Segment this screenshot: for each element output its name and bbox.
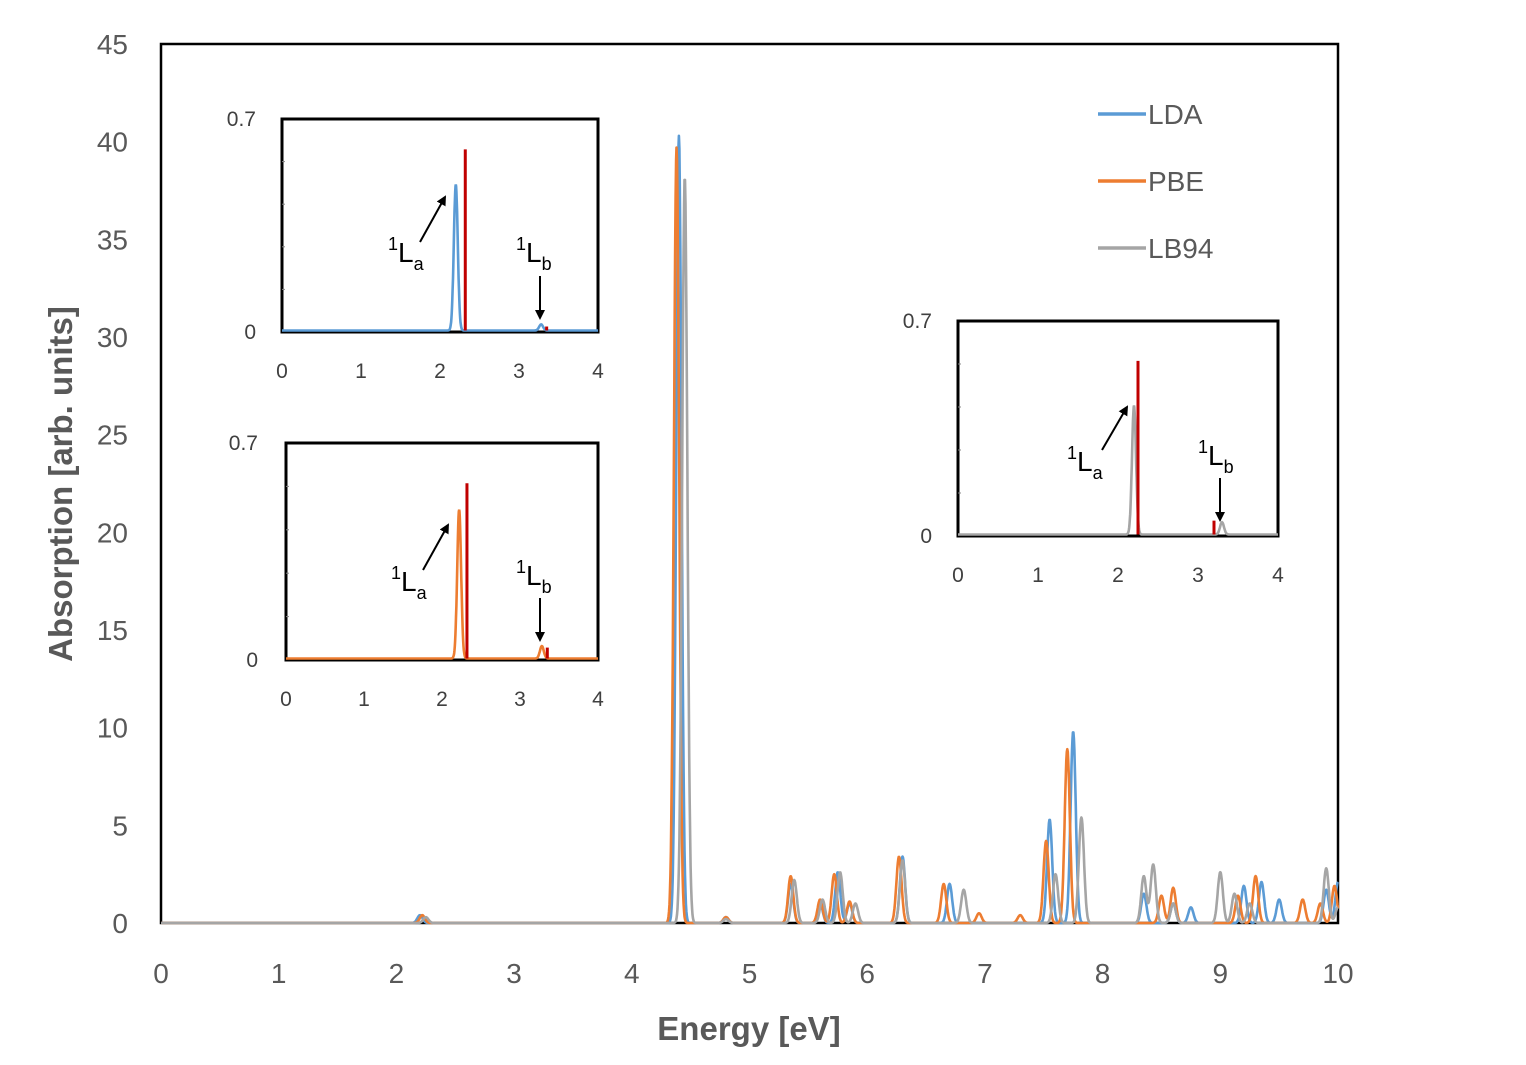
- inset-x-tick-label: 0: [276, 360, 288, 383]
- y-tick-label: 45: [97, 29, 128, 60]
- inset-y-tick-label: 0: [920, 525, 932, 548]
- x-tick-label: 7: [977, 958, 993, 989]
- annotation-arrow-la: [422, 523, 449, 571]
- inset-y-tick-label: 0: [246, 649, 258, 672]
- annotation-label-la: 1La: [388, 234, 425, 274]
- inset-x-tick-label: 2: [436, 688, 448, 711]
- y-tick-label: 0: [112, 908, 128, 939]
- y-tick-label: 10: [97, 713, 128, 744]
- legend-label-lb94: LB94: [1148, 233, 1213, 264]
- x-axis-title: Energy [eV]: [657, 1010, 840, 1047]
- x-tick-label: 2: [389, 958, 405, 989]
- annotation-arrow-la: [1101, 405, 1129, 451]
- inset-y-tick-label: 0.7: [229, 432, 258, 455]
- x-tick-label: 5: [742, 958, 758, 989]
- annotation-label-lb: 1Lb: [516, 557, 552, 597]
- annotation-label-lb: 1Lb: [516, 234, 552, 274]
- inset-series-line: [958, 405, 1278, 536]
- x-tick-label: 0: [153, 958, 169, 989]
- x-tick-label: 9: [1213, 958, 1229, 989]
- inset-x-tick-label: 2: [434, 360, 446, 383]
- inset-x-tick-label: 0: [952, 564, 964, 587]
- x-tick-label: 10: [1322, 958, 1353, 989]
- inset-border: [280, 117, 600, 334]
- x-tick-label: 8: [1095, 958, 1111, 989]
- inset-pbe: 0 1 2 3 4 0 0.7 1La 1Lb: [229, 432, 604, 711]
- x-tick-label: 4: [624, 958, 640, 989]
- legend-label-pbe: PBE: [1148, 166, 1204, 197]
- inset-x-tick-label: 4: [592, 688, 604, 711]
- inset-lb94: 0 1 2 3 4 0 0.7 1La 1Lb: [903, 310, 1284, 587]
- inset-x-tick-label: 3: [513, 360, 525, 383]
- main-series-lines: [160, 134, 1340, 925]
- y-tick-label: 30: [97, 322, 128, 353]
- inset-x-tick-label: 0: [280, 688, 292, 711]
- inset-x-tick-label: 1: [1032, 564, 1044, 587]
- y-tick-label: 20: [97, 517, 128, 548]
- inset-lda: 0 1 2 3 4 0 0.7 1La 1Lb: [227, 108, 604, 383]
- y-tick-label: 40: [97, 127, 128, 158]
- inset-x-tick-label: 1: [358, 688, 370, 711]
- series-line-lb94: [160, 178, 1339, 925]
- inset-x-tick-label: 3: [514, 688, 526, 711]
- x-tick-label: 1: [271, 958, 287, 989]
- y-tick-label: 25: [97, 420, 128, 451]
- inset-x-tick-label: 4: [592, 360, 604, 383]
- annotation-label-lb: 1Lb: [1198, 437, 1234, 477]
- inset-x-tick-label: 4: [1272, 564, 1284, 587]
- x-tick-label: 3: [506, 958, 522, 989]
- annotation-label-la: 1La: [391, 563, 428, 603]
- inset-x-tick-label: 3: [1192, 564, 1204, 587]
- annotation-arrow-la: [419, 195, 446, 243]
- inset-x-tick-label: 1: [355, 360, 367, 383]
- insets: 0 1 2 3 4 0 0.7 1La 1Lb 0 1 2 3 4 0 0.7 1La 1Lb 0 1 2 3 4 0 0.7 1…: [227, 108, 1284, 711]
- x-tick-label: 6: [859, 958, 875, 989]
- annotation-label-la: 1La: [1067, 443, 1104, 483]
- y-tick-label: 35: [97, 224, 128, 255]
- y-tick-label: 5: [112, 810, 128, 841]
- inset-y-tick-label: 0: [244, 321, 256, 344]
- legend: LDA PBE LB94: [1098, 99, 1213, 264]
- inset-y-tick-label: 0.7: [227, 108, 256, 131]
- legend-label-lda: LDA: [1148, 99, 1203, 130]
- inset-y-tick-label: 0.7: [903, 310, 932, 333]
- inset-border: [284, 441, 600, 662]
- inset-border: [956, 319, 1280, 538]
- y-axis-title: Absorption [arb. units]: [42, 306, 79, 662]
- y-tick-label: 15: [97, 615, 128, 646]
- inset-x-tick-label: 2: [1112, 564, 1124, 587]
